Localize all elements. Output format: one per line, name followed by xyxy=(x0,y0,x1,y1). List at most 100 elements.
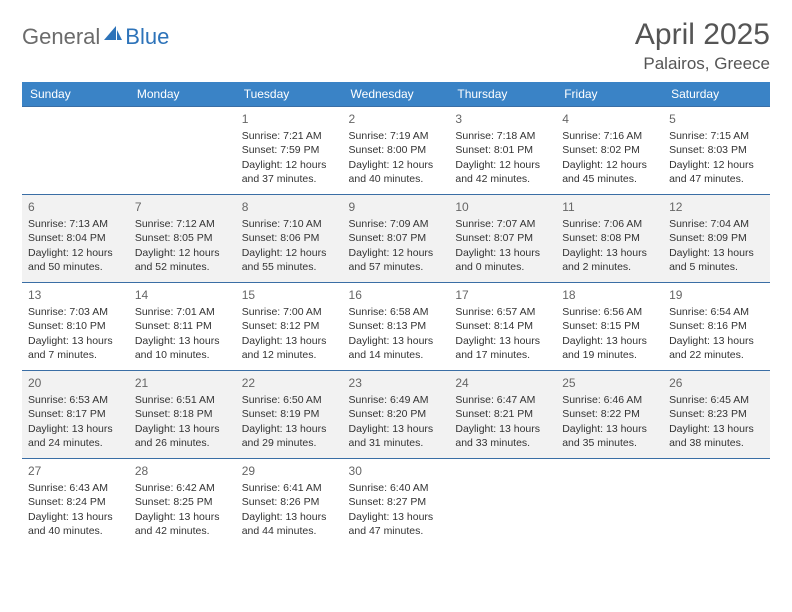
calendar-day-cell: 5Sunrise: 7:15 AMSunset: 8:03 PMDaylight… xyxy=(663,107,770,195)
daylight-text: Daylight: 12 hours and 52 minutes. xyxy=(135,246,230,274)
daylight-text: Daylight: 13 hours and 14 minutes. xyxy=(349,334,444,362)
daylight-text: Daylight: 13 hours and 42 minutes. xyxy=(135,510,230,538)
calendar-day-cell: 1Sunrise: 7:21 AMSunset: 7:59 PMDaylight… xyxy=(236,107,343,195)
sunrise-text: Sunrise: 6:56 AM xyxy=(562,305,657,319)
day-details: Sunrise: 7:07 AMSunset: 8:07 PMDaylight:… xyxy=(455,217,550,274)
weekday-header: Tuesday xyxy=(236,82,343,107)
sunrise-text: Sunrise: 7:21 AM xyxy=(242,129,337,143)
daylight-text: Daylight: 13 hours and 29 minutes. xyxy=(242,422,337,450)
sunset-text: Sunset: 8:12 PM xyxy=(242,319,337,333)
sunrise-text: Sunrise: 6:53 AM xyxy=(28,393,123,407)
sunset-text: Sunset: 8:17 PM xyxy=(28,407,123,421)
calendar-day-cell: 7 Sunrise: 7:12 AMSunset: 8:05 PMDaylight… xyxy=(129,195,236,283)
sunset-text: Sunset: 8:15 PM xyxy=(562,319,657,333)
sunrise-text: Sunrise: 6:45 AM xyxy=(669,393,764,407)
daylight-text: Daylight: 13 hours and 2 minutes. xyxy=(562,246,657,274)
sunset-text: Sunset: 8:00 PM xyxy=(349,143,444,157)
day-number: 13 xyxy=(28,287,123,303)
daylight-text: Daylight: 12 hours and 50 minutes. xyxy=(28,246,123,274)
sunrise-text: Sunrise: 7:01 AM xyxy=(135,305,230,319)
daylight-text: Daylight: 12 hours and 42 minutes. xyxy=(455,158,550,186)
calendar-day-cell: 27 Sunrise: 6:43 AMSunset: 8:24 PMDayligh… xyxy=(22,459,129,547)
sunrise-text: Sunrise: 7:19 AM xyxy=(349,129,444,143)
day-number: 9 xyxy=(349,199,444,215)
day-number: 11 xyxy=(562,199,657,215)
sunset-text: Sunset: 8:04 PM xyxy=(28,231,123,245)
daylight-text: Daylight: 13 hours and 7 minutes. xyxy=(28,334,123,362)
location: Palairos, Greece xyxy=(635,54,770,74)
daylight-text: Daylight: 13 hours and 38 minutes. xyxy=(669,422,764,450)
day-number: 2 xyxy=(349,111,444,127)
sunrise-text: Sunrise: 6:41 AM xyxy=(242,481,337,495)
calendar-day-cell: 11Sunrise: 7:06 AMSunset: 8:08 PMDayligh… xyxy=(556,195,663,283)
calendar-header-row: Sunday Monday Tuesday Wednesday Thursday… xyxy=(22,82,770,107)
day-details: Sunrise: 6:45 AMSunset: 8:23 PMDaylight:… xyxy=(669,393,764,450)
sunset-text: Sunset: 8:26 PM xyxy=(242,495,337,509)
day-number: 26 xyxy=(669,375,764,391)
day-number: 20 xyxy=(28,375,123,391)
day-number: 24 xyxy=(455,375,550,391)
day-details: Sunrise: 7:04 AMSunset: 8:09 PMDaylight:… xyxy=(669,217,764,274)
calendar-day-cell: 29Sunrise: 6:41 AMSunset: 8:26 PMDayligh… xyxy=(236,459,343,547)
day-details: Sunrise: 6:42 AMSunset: 8:25 PMDaylight:… xyxy=(135,481,230,538)
day-number: 19 xyxy=(669,287,764,303)
logo-text-blue: Blue xyxy=(125,24,169,50)
sunset-text: Sunset: 7:59 PM xyxy=(242,143,337,157)
day-number: 16 xyxy=(349,287,444,303)
sunset-text: Sunset: 8:25 PM xyxy=(135,495,230,509)
calendar-day-cell: 12Sunrise: 7:04 AMSunset: 8:09 PMDayligh… xyxy=(663,195,770,283)
sunset-text: Sunset: 8:27 PM xyxy=(349,495,444,509)
sunset-text: Sunset: 8:22 PM xyxy=(562,407,657,421)
daylight-text: Daylight: 13 hours and 26 minutes. xyxy=(135,422,230,450)
sunset-text: Sunset: 8:02 PM xyxy=(562,143,657,157)
daylight-text: Daylight: 13 hours and 12 minutes. xyxy=(242,334,337,362)
calendar-day-cell: 24Sunrise: 6:47 AMSunset: 8:21 PMDayligh… xyxy=(449,371,556,459)
calendar-week-row: 13Sunrise: 7:03 AMSunset: 8:10 PMDayligh… xyxy=(22,283,770,371)
day-details: Sunrise: 7:09 AMSunset: 8:07 PMDaylight:… xyxy=(349,217,444,274)
calendar-day-cell xyxy=(129,107,236,195)
day-number: 30 xyxy=(349,463,444,479)
calendar-day-cell: 8Sunrise: 7:10 AMSunset: 8:06 PMDaylight… xyxy=(236,195,343,283)
day-details: Sunrise: 6:40 AMSunset: 8:27 PMDaylight:… xyxy=(349,481,444,538)
sunrise-text: Sunrise: 7:16 AM xyxy=(562,129,657,143)
sunrise-text: Sunrise: 6:49 AM xyxy=(349,393,444,407)
day-number: 7 xyxy=(135,199,230,215)
calendar-week-row: 1Sunrise: 7:21 AMSunset: 7:59 PMDaylight… xyxy=(22,107,770,195)
sunrise-text: Sunrise: 7:12 AM xyxy=(135,217,230,231)
daylight-text: Daylight: 13 hours and 0 minutes. xyxy=(455,246,550,274)
sunset-text: Sunset: 8:13 PM xyxy=(349,319,444,333)
calendar-day-cell: 28Sunrise: 6:42 AMSunset: 8:25 PMDayligh… xyxy=(129,459,236,547)
daylight-text: Daylight: 13 hours and 47 minutes. xyxy=(349,510,444,538)
calendar-day-cell: 23Sunrise: 6:49 AMSunset: 8:20 PMDayligh… xyxy=(343,371,450,459)
day-details: Sunrise: 6:41 AMSunset: 8:26 PMDaylight:… xyxy=(242,481,337,538)
day-number: 15 xyxy=(242,287,337,303)
sunset-text: Sunset: 8:07 PM xyxy=(455,231,550,245)
sunrise-text: Sunrise: 6:54 AM xyxy=(669,305,764,319)
day-details: Sunrise: 6:49 AMSunset: 8:20 PMDaylight:… xyxy=(349,393,444,450)
weekday-header: Friday xyxy=(556,82,663,107)
calendar-day-cell xyxy=(556,459,663,547)
sunrise-text: Sunrise: 6:58 AM xyxy=(349,305,444,319)
day-details: Sunrise: 7:16 AMSunset: 8:02 PMDaylight:… xyxy=(562,129,657,186)
day-number: 6 xyxy=(28,199,123,215)
day-number: 17 xyxy=(455,287,550,303)
sunset-text: Sunset: 8:18 PM xyxy=(135,407,230,421)
sunrise-text: Sunrise: 6:43 AM xyxy=(28,481,123,495)
day-number: 27 xyxy=(28,463,123,479)
sunrise-text: Sunrise: 7:07 AM xyxy=(455,217,550,231)
calendar-day-cell: 14Sunrise: 7:01 AMSunset: 8:11 PMDayligh… xyxy=(129,283,236,371)
sunrise-text: Sunrise: 7:06 AM xyxy=(562,217,657,231)
daylight-text: Daylight: 13 hours and 40 minutes. xyxy=(28,510,123,538)
sunrise-text: Sunrise: 7:03 AM xyxy=(28,305,123,319)
day-details: Sunrise: 7:12 AMSunset: 8:05 PMDaylight:… xyxy=(135,217,230,274)
calendar-day-cell: 20Sunrise: 6:53 AMSunset: 8:17 PMDayligh… xyxy=(22,371,129,459)
calendar-day-cell: 19Sunrise: 6:54 AMSunset: 8:16 PMDayligh… xyxy=(663,283,770,371)
day-details: Sunrise: 7:00 AMSunset: 8:12 PMDaylight:… xyxy=(242,305,337,362)
sunrise-text: Sunrise: 7:13 AM xyxy=(28,217,123,231)
calendar-day-cell: 30 Sunrise: 6:40 AMSunset: 8:27 PMDayligh… xyxy=(343,459,450,547)
sunset-text: Sunset: 8:24 PM xyxy=(28,495,123,509)
day-number: 10 xyxy=(455,199,550,215)
day-number: 3 xyxy=(455,111,550,127)
sunrise-text: Sunrise: 7:00 AM xyxy=(242,305,337,319)
logo-text-general: General xyxy=(22,24,100,50)
